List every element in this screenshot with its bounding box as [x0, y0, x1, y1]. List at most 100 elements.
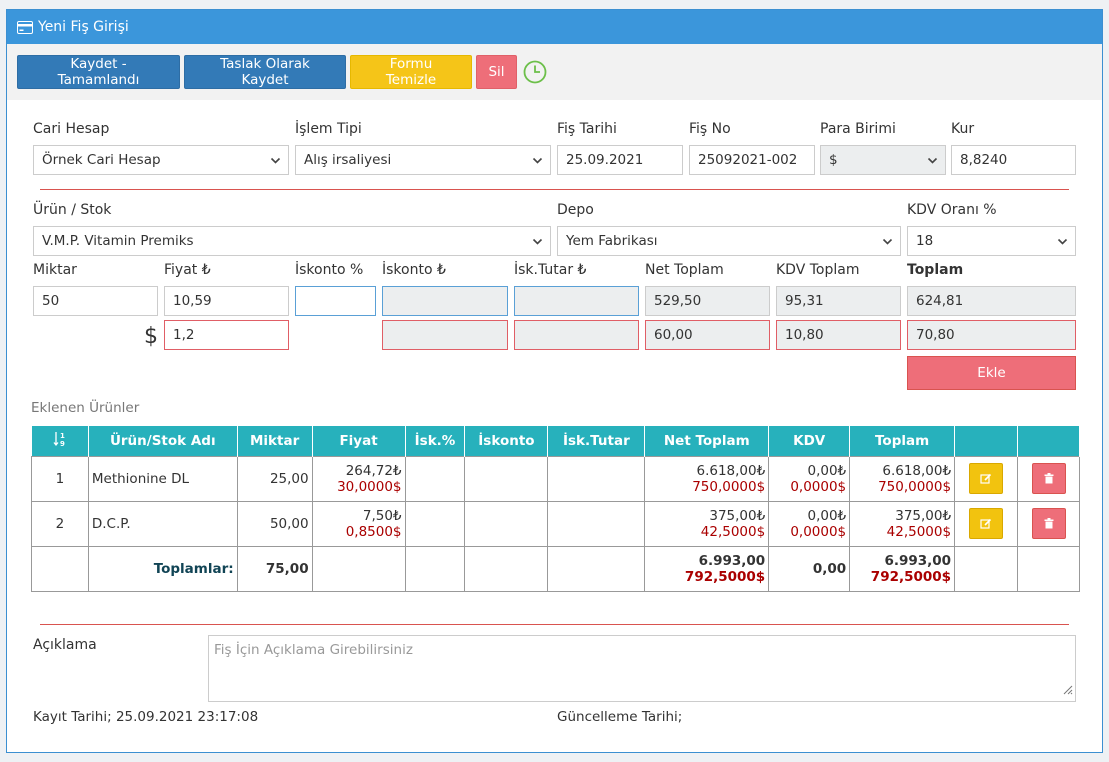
toplam-input: 624,81 [907, 286, 1076, 316]
aciklama-textarea[interactable]: Fiş İçin Açıklama Girebilirsiniz [208, 635, 1076, 702]
totals-toplam-usd: 792,5000$ [870, 568, 952, 585]
kdv-orani-value: 18 [916, 233, 934, 249]
chevron-down-icon [532, 235, 543, 251]
row-delete-cell [1017, 500, 1080, 547]
cari-hesap-select[interactable]: Örnek Cari Hesap [33, 145, 289, 175]
col-header-edit [954, 426, 1018, 456]
para-birimi-select[interactable]: $ [820, 145, 946, 175]
row-kdv: 0,00₺ 0,0000$ [768, 455, 851, 502]
totals-empty [954, 545, 1018, 592]
col-header: Ürün/Stok Adı [88, 426, 238, 456]
edit-icon [980, 473, 992, 484]
row-toplam-tl: 375,00₺ [895, 507, 952, 524]
row-kdv: 0,00₺ 0,0000$ [768, 500, 851, 547]
row-net: 6.618,00₺ 750,0000$ [644, 455, 770, 502]
totals-net-usd: 792,5000$ [684, 568, 766, 585]
col-header: Net Toplam [644, 426, 770, 456]
divider [40, 189, 1069, 190]
row-miktar: 50,00 [236, 500, 313, 547]
delete-row-button[interactable] [1031, 463, 1066, 494]
col-header: Toplam [849, 426, 956, 456]
totals-empty [547, 545, 646, 592]
fiyat-input[interactable]: 10,59 [164, 286, 289, 316]
islem-tipi-select[interactable]: Alış irsaliyesi [295, 145, 551, 175]
totals-label: Toplamlar: [87, 545, 238, 592]
fis-no-input[interactable]: 25092021-002 [689, 145, 815, 175]
isk-tutar-usd-input[interactable] [514, 320, 639, 350]
svg-text:1: 1 [60, 432, 65, 440]
chevron-down-icon [1057, 235, 1068, 251]
totals-empty [1017, 545, 1080, 592]
iskonto-yuzde-input[interactable] [295, 286, 376, 316]
fiyat-usd-input[interactable]: 1,2 [164, 320, 289, 350]
iskonto-usd-input[interactable] [382, 320, 508, 350]
row-net-usd: 42,5000$ [700, 523, 766, 540]
kdv-toplam-label: KDV Toplam [776, 262, 860, 278]
depo-label: Depo [557, 202, 594, 218]
row-name: Methionine DL [87, 455, 238, 502]
col-header: İskonto [464, 426, 549, 456]
guncelleme-tarihi: Güncelleme Tarihi; [557, 709, 683, 725]
row-isk-tutar [547, 455, 646, 502]
chevron-down-icon [882, 235, 893, 251]
row-fiyat: 264,72₺ 30,0000$ [311, 455, 406, 502]
resize-handle-icon[interactable] [1061, 683, 1073, 699]
delete-button[interactable]: Sil [476, 55, 517, 89]
credit-card-icon [17, 20, 33, 34]
totals-toplam: 6.993,00 792,5000$ [849, 545, 956, 592]
row-kdv-usd: 0,0000$ [790, 523, 847, 540]
row-toplam-tl: 6.618,00₺ [882, 462, 952, 479]
urun-stok-select[interactable]: V.M.P. Vitamin Premiks [33, 226, 551, 256]
col-header: İsk.Tutar [547, 426, 646, 456]
totals-net-tl: 6.993,00 [698, 552, 766, 569]
kdv-toplam-input: 95,31 [776, 286, 901, 316]
row-edit-cell [954, 455, 1018, 502]
iskonto-tl-label: İskonto ₺ [382, 262, 446, 278]
toplam-usd-input: 70,80 [907, 320, 1076, 350]
edit-button[interactable] [969, 508, 1004, 539]
save-draft-button[interactable]: Taslak Olarak Kaydet [184, 55, 346, 89]
row-net-tl: 6.618,00₺ [696, 462, 766, 479]
trash-icon [1044, 518, 1053, 529]
row-toplam-usd: 42,5000$ [886, 523, 952, 540]
row-kdv-tl: 0,00₺ [807, 462, 847, 479]
kdv-orani-select[interactable]: 18 [907, 226, 1076, 256]
iskonto-tl-input[interactable] [382, 286, 508, 316]
row-iskonto [464, 455, 549, 502]
row-net: 375,00₺ 42,5000$ [644, 500, 770, 547]
table-row: 1 Methionine DL 25,00 264,72₺ 30,0000$ 6.… [31, 455, 1080, 502]
row-fiyat: 7,50₺ 0,8500$ [311, 500, 406, 547]
row-net-usd: 750,0000$ [692, 478, 766, 495]
clock-icon[interactable] [523, 60, 547, 84]
fis-tarihi-input[interactable]: 25.09.2021 [557, 145, 683, 175]
para-birimi-value: $ [829, 152, 838, 168]
isk-tutar-input[interactable] [514, 286, 639, 316]
save-complete-button[interactable]: Kaydet - Tamamlandı [17, 55, 180, 89]
clear-form-button[interactable]: Formu Temizle [350, 55, 472, 89]
totals-toplam-tl: 6.993,00 [884, 552, 952, 569]
col-header: KDV [768, 426, 851, 456]
kdv-orani-label: KDV Oranı % [907, 202, 997, 218]
row-toplam: 375,00₺ 42,5000$ [849, 500, 956, 547]
totals-kdv: 0,00 [768, 545, 851, 592]
kayit-tarihi: Kayıt Tarihi; 25.09.2021 23:17:08 [33, 709, 259, 725]
depo-select[interactable]: Yem Fabrikası [557, 226, 901, 256]
kur-input[interactable]: 8,8240 [951, 145, 1076, 175]
row-kdv-usd: 0,0000$ [790, 478, 847, 495]
row-number: 1 [31, 455, 89, 502]
add-button[interactable]: Ekle [907, 356, 1076, 390]
miktar-input[interactable]: 50 [33, 286, 158, 316]
delete-row-button[interactable] [1031, 508, 1066, 539]
row-isk-tutar [547, 500, 646, 547]
row-kdv-tl: 0,00₺ [807, 507, 847, 524]
row-fiyat-tl: 7,50₺ [362, 507, 402, 524]
aciklama-placeholder: Fiş İçin Açıklama Girebilirsiniz [214, 642, 413, 658]
edit-button[interactable] [969, 463, 1004, 494]
net-toplam-input: 529,50 [645, 286, 770, 316]
col-header: Miktar [237, 426, 313, 456]
chevron-down-icon [270, 154, 281, 170]
row-iskonto [464, 500, 549, 547]
table-row: 2 D.C.P. 50,00 7,50₺ 0,8500$ 375,00₺ 42,50… [31, 500, 1080, 547]
row-toplam: 6.618,00₺ 750,0000$ [849, 455, 956, 502]
